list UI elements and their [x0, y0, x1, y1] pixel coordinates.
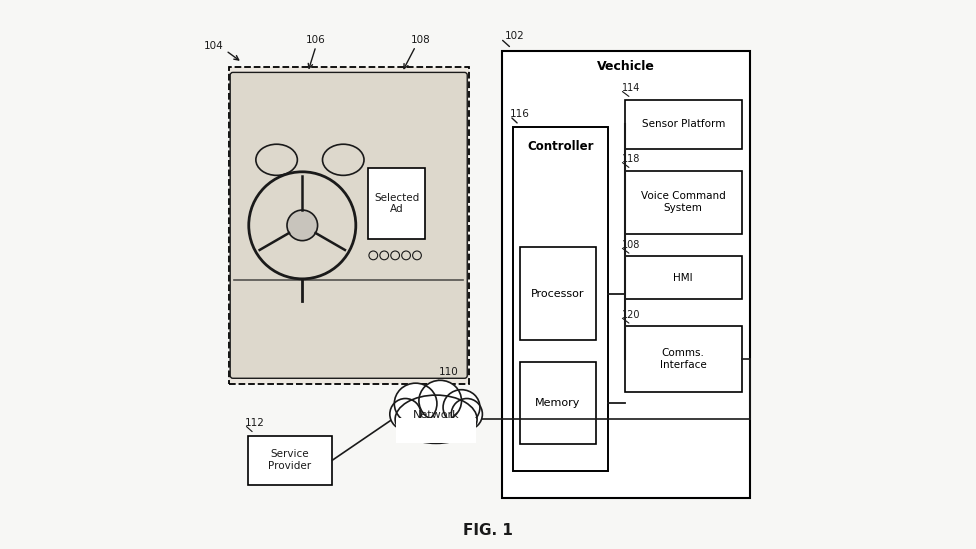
Text: Processor: Processor — [531, 289, 585, 299]
Text: Service
Provider: Service Provider — [268, 450, 311, 471]
Text: 108: 108 — [411, 35, 431, 45]
Ellipse shape — [419, 380, 462, 421]
Bar — [625, 327, 742, 392]
Bar — [519, 362, 596, 444]
Text: Network: Network — [413, 410, 460, 420]
Ellipse shape — [389, 399, 421, 430]
Bar — [368, 168, 426, 239]
Text: 104: 104 — [203, 41, 224, 51]
Ellipse shape — [451, 399, 482, 430]
Bar — [519, 247, 596, 340]
Ellipse shape — [443, 390, 480, 425]
FancyBboxPatch shape — [230, 72, 468, 378]
Text: Comms.
Interface: Comms. Interface — [660, 349, 707, 370]
Bar — [625, 171, 742, 233]
Text: HMI: HMI — [673, 273, 693, 283]
Text: 114: 114 — [622, 83, 640, 93]
Bar — [248, 436, 332, 485]
Ellipse shape — [394, 383, 437, 424]
Text: 110: 110 — [439, 367, 459, 377]
Text: Sensor Platform: Sensor Platform — [641, 119, 725, 129]
Text: 106: 106 — [306, 35, 326, 45]
Bar — [625, 256, 742, 299]
Ellipse shape — [395, 396, 477, 442]
Text: Selected
Ad: Selected Ad — [374, 193, 419, 214]
Text: FIG. 1: FIG. 1 — [463, 523, 513, 538]
Bar — [502, 51, 751, 498]
Text: 116: 116 — [509, 109, 530, 119]
Bar — [396, 418, 476, 444]
Text: Controller: Controller — [527, 139, 593, 153]
Text: 118: 118 — [622, 154, 640, 164]
Text: 102: 102 — [505, 31, 524, 41]
Circle shape — [287, 210, 317, 240]
Text: Voice Command
System: Voice Command System — [641, 191, 725, 213]
Bar — [512, 127, 608, 471]
Bar — [625, 100, 742, 149]
Bar — [228, 67, 468, 384]
Text: Memory: Memory — [535, 398, 581, 408]
Text: Vechicle: Vechicle — [597, 60, 655, 74]
Text: 112: 112 — [245, 418, 264, 428]
Text: 108: 108 — [622, 240, 640, 250]
Text: 120: 120 — [622, 310, 640, 320]
